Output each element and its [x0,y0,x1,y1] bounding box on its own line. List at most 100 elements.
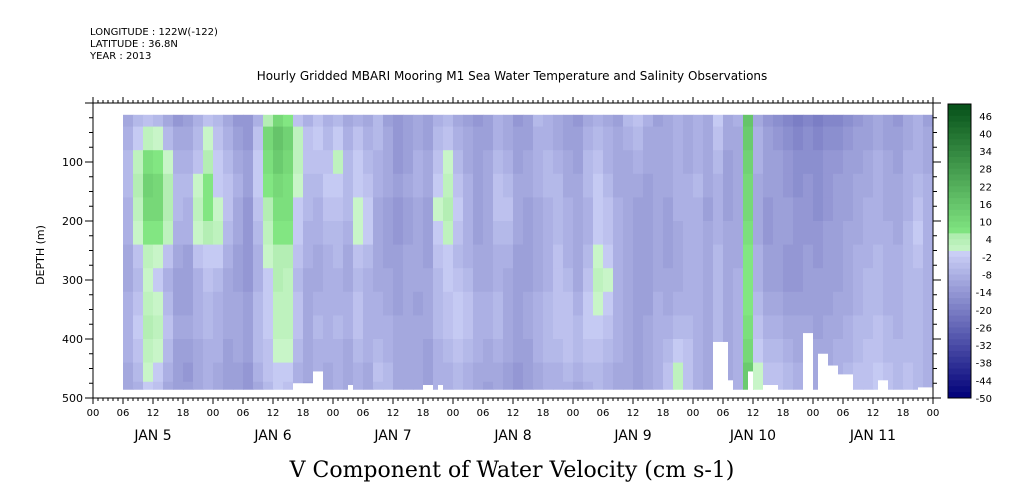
heatmap-cell [703,221,714,246]
heatmap-cell [373,244,384,269]
heatmap-cell [503,197,514,222]
heatmap-cell [743,126,754,151]
heatmap-cell [533,173,544,198]
heatmap-cell [483,268,494,293]
colorbar-bin [948,386,971,393]
heatmap-cell [853,244,864,269]
heatmap-cell [203,244,214,269]
heatmap-cell [403,315,414,340]
heatmap-cell [593,173,604,198]
heatmap-cell [773,197,784,222]
heatmap-cell [783,362,794,383]
heatmap-cell [383,381,394,390]
heatmap-cell [553,244,564,269]
heatmap-cell [353,221,364,246]
heatmap-cell [303,126,314,151]
heatmap-cell [783,268,794,293]
heatmap-cell [793,197,804,222]
heatmap-cell [653,339,664,364]
heatmap-cell [913,197,924,222]
heatmap-cell [763,339,774,364]
heatmap-cell [253,150,264,175]
heatmap-cell [793,150,804,175]
heatmap-cell [753,221,764,246]
heatmap-cell [463,126,474,151]
heatmap-cell [643,197,654,222]
heatmap-cell [913,315,924,340]
heatmap-cell [773,362,784,383]
colorbar-label: -14 [976,288,992,299]
heatmap-cell [863,291,874,316]
heatmap-cell [693,291,704,316]
heatmap-cell [503,381,514,390]
heatmap-cell [763,291,774,316]
heatmap-cell [373,173,384,198]
heatmap-cell [303,268,314,293]
heatmap-cell [583,362,594,383]
x-tick-label: 00 [447,408,460,419]
heatmap-cell [143,150,154,175]
heatmap-cell [323,381,334,390]
heatmap-cell [413,114,424,128]
heatmap-cell [853,114,864,128]
heatmap-cell [593,339,604,364]
heatmap-cell [853,381,864,390]
colorbar-bin [948,339,971,346]
colorbar-label: -2 [982,253,992,264]
heatmap-cell [563,221,574,246]
colorbar-label: 16 [979,200,992,211]
heatmap-cell [453,291,464,316]
heatmap-cell [803,126,814,151]
heatmap-cell [543,291,554,316]
heatmap-cell [213,315,224,340]
colorbar-bin [948,168,971,175]
heatmap-cell [573,339,584,364]
variable-label: V Component of Water Velocity (cm s-1) [289,458,735,483]
heatmap-cell [433,150,444,175]
heatmap-cell [773,291,784,316]
heatmap-cell [493,197,504,222]
heatmap-cell [843,244,854,269]
heatmap-cell [843,221,854,246]
heatmap-cell [543,268,554,293]
heatmap-cell [833,126,844,151]
heatmap-cell [413,150,424,175]
heatmap-cell [673,339,684,364]
heatmap-cell [143,114,154,128]
heatmap-cell [693,173,704,198]
heatmap-cell [623,173,634,198]
heatmap-cell [243,362,254,383]
heatmap-cell [483,126,494,151]
colorbar-bin [948,221,971,228]
heatmap-cell [643,268,654,293]
heatmap-cell [883,221,894,246]
heatmap-cell [913,291,924,316]
heatmap-cell [703,291,714,316]
heatmap-cell [193,244,204,269]
heatmap-cell [353,381,364,390]
heatmap-cell [473,197,484,222]
heatmap-cell [233,221,244,246]
colorbar-label: -8 [982,271,992,282]
heatmap-cell [133,268,144,293]
heatmap-cell [173,291,184,316]
heatmap-cell [453,362,464,383]
heatmap-cell [463,221,474,246]
heatmap-cell [723,315,734,340]
heatmap-cell [313,291,324,316]
missing-data-mask [293,333,933,398]
heatmap-cell [583,197,594,222]
colorbar-bin [948,186,971,193]
heatmap-cell [753,291,764,316]
heatmap-cell [183,126,194,151]
heatmap-cell [733,244,744,269]
heatmap-cell [323,291,334,316]
heatmap-cell [623,315,634,340]
colorbar-bin [948,198,971,205]
heatmap-cell [133,221,144,246]
heatmap-cell [553,291,564,316]
heatmap-cell [923,268,933,293]
heatmap-cell [443,315,454,340]
colorbar-bin [948,156,971,164]
heatmap-cell [243,339,254,364]
